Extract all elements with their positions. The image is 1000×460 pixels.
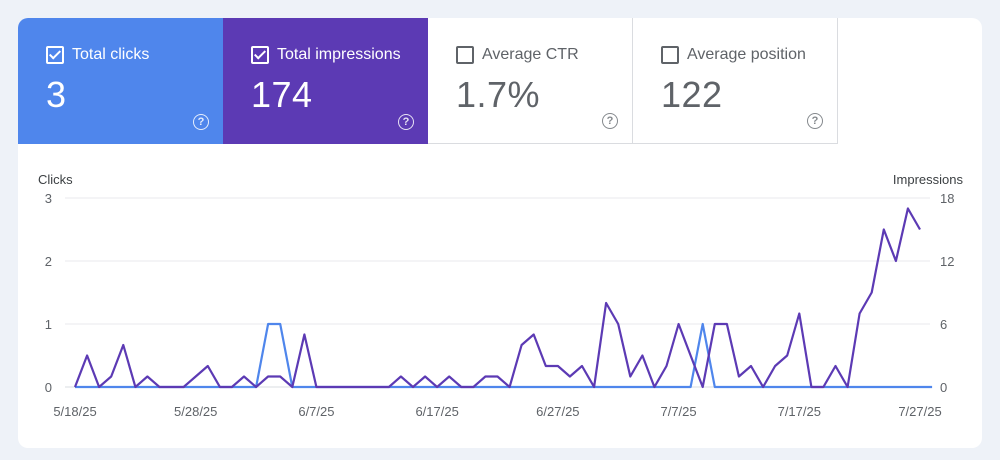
metric-total-clicks[interactable]: Total clicks 3 ? [18, 18, 223, 144]
checkbox-icon[interactable] [46, 46, 64, 64]
metric-header: Average position [661, 46, 806, 64]
help-icon[interactable]: ? [602, 113, 618, 129]
right-axis-label: Impressions [893, 172, 964, 187]
right-tick-label: 12 [940, 254, 954, 269]
metric-average-ctr[interactable]: Average CTR 1.7% ? [428, 18, 633, 144]
metric-header: Total impressions [251, 46, 401, 64]
x-tick-label: 6/17/25 [415, 404, 458, 419]
left-tick-label: 0 [45, 380, 52, 395]
metric-value: 1.7% [456, 74, 541, 115]
left-axis-label: Clicks [38, 172, 73, 187]
metric-tiles: Total clicks 3 ? Total impressions 174 ?… [18, 18, 838, 144]
checkbox-icon[interactable] [456, 46, 474, 64]
help-icon[interactable]: ? [193, 114, 209, 130]
metric-average-position[interactable]: Average position 122 ? [633, 18, 838, 144]
metric-header: Total clicks [46, 46, 149, 64]
left-tick-label: 2 [45, 254, 52, 269]
metric-value: 122 [661, 74, 723, 115]
performance-card: Total clicks 3 ? Total impressions 174 ?… [18, 18, 982, 448]
left-tick-label: 3 [45, 191, 52, 206]
metric-header: Average CTR [456, 46, 579, 64]
x-tick-label: 5/18/25 [53, 404, 96, 419]
help-icon[interactable]: ? [398, 114, 414, 130]
x-tick-label: 6/27/25 [536, 404, 579, 419]
right-tick-label: 0 [940, 380, 947, 395]
metric-label: Average CTR [482, 46, 579, 63]
metric-label: Average position [687, 46, 806, 63]
right-tick-label: 6 [940, 317, 947, 332]
metric-label: Total clicks [72, 46, 150, 63]
x-tick-label: 7/27/25 [898, 404, 941, 419]
metric-total-impressions[interactable]: Total impressions 174 ? [223, 18, 428, 144]
right-tick-label: 18 [940, 191, 954, 206]
metric-label: Total impressions [277, 46, 401, 63]
metric-value: 3 [46, 74, 67, 115]
clicks-series-line [75, 322, 933, 389]
impressions-series-line [73, 207, 921, 389]
left-tick-label: 1 [45, 317, 52, 332]
help-icon[interactable]: ? [807, 113, 823, 129]
x-tick-label: 5/28/25 [174, 404, 217, 419]
metric-value: 174 [251, 74, 313, 115]
x-tick-label: 7/7/25 [660, 404, 696, 419]
checkbox-icon[interactable] [661, 46, 679, 64]
x-tick-label: 7/17/25 [778, 404, 821, 419]
checkbox-icon[interactable] [251, 46, 269, 64]
x-tick-label: 6/7/25 [298, 404, 334, 419]
